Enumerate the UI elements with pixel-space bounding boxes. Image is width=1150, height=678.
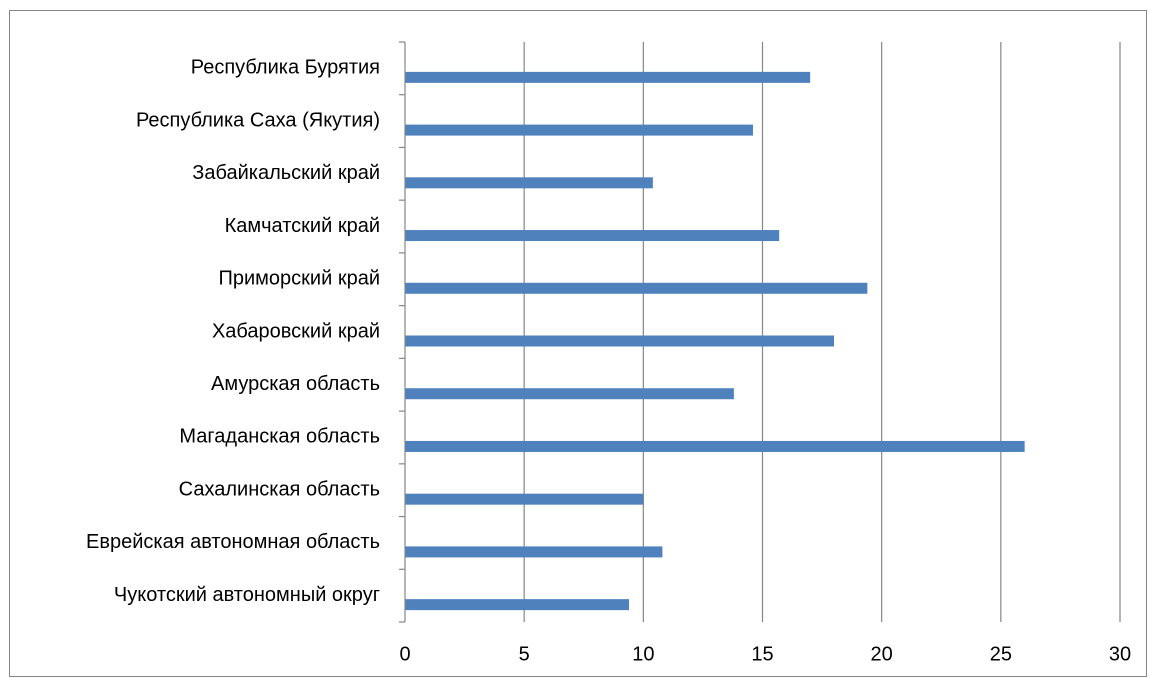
- category-label: Республика Саха (Якутия): [136, 109, 380, 131]
- bar-3: [405, 230, 780, 242]
- bar-9: [405, 546, 663, 558]
- x-tick-label: 10: [632, 643, 654, 665]
- category-label: Хабаровский край: [212, 320, 380, 342]
- chart-frame: [9, 10, 1147, 677]
- bar-0: [405, 71, 811, 83]
- category-label: Еврейская автономная область: [86, 531, 380, 553]
- category-label: Амурская область: [211, 373, 380, 395]
- x-tick-label: 0: [399, 643, 410, 665]
- bar-6: [405, 388, 734, 400]
- x-tick-label: 25: [990, 643, 1012, 665]
- y-axis: [399, 41, 406, 623]
- category-label: Камчатский край: [225, 215, 380, 237]
- category-label: Республика Бурятия: [191, 57, 380, 79]
- category-label: Сахалинская область: [179, 478, 380, 500]
- bar-1: [405, 124, 753, 136]
- bar-10: [405, 599, 630, 611]
- x-tick-label: 30: [1109, 643, 1131, 665]
- bar-4: [405, 282, 868, 294]
- category-label: Приморский край: [219, 268, 380, 290]
- gridlines: [523, 42, 1121, 622]
- bar-7: [405, 440, 1025, 452]
- x-tick-labels: 0 5 10 15 20 25 30: [399, 643, 1131, 665]
- x-tick-label: 15: [751, 643, 773, 665]
- category-label: Чукотский автономный округ: [114, 584, 380, 606]
- bar-5: [405, 335, 834, 347]
- bars: [405, 71, 1025, 611]
- category-label: Магаданская область: [179, 426, 380, 448]
- bar-2: [405, 177, 653, 189]
- category-label: Забайкальский край: [192, 162, 380, 184]
- bar-8: [405, 493, 644, 505]
- x-tick-label: 20: [871, 643, 893, 665]
- category-labels: Республика Бурятия Республика Саха (Якути…: [86, 57, 380, 606]
- x-tick-label: 5: [519, 643, 530, 665]
